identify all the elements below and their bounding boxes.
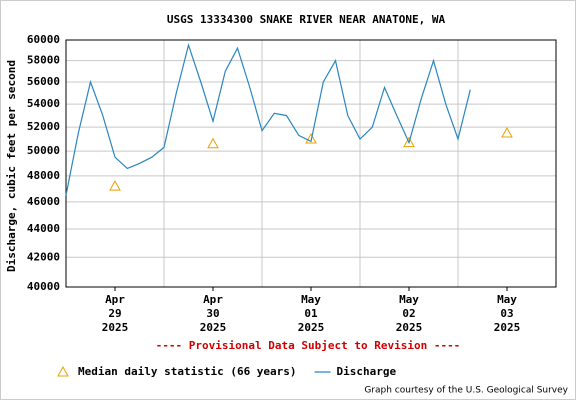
y-tick-label: 42000: [27, 250, 60, 263]
x-tick-label: 03: [500, 307, 513, 320]
legend-item: Median daily statistic (66 years): [57, 365, 297, 378]
x-tick-label: Apr: [105, 293, 125, 306]
y-tick-label: 56000: [27, 75, 60, 88]
x-tick-label: Apr: [203, 293, 223, 306]
median-marker: [109, 180, 121, 191]
legend-label: Median daily statistic (66 years): [78, 365, 297, 378]
y-tick-label: 40000: [27, 280, 60, 293]
y-tick-label: 50000: [27, 144, 60, 157]
x-tick-label: May: [497, 293, 517, 306]
x-tick-label: 2025: [494, 321, 521, 334]
median-marker: [305, 132, 317, 144]
legend-label: Discharge: [337, 365, 397, 378]
legend-item: Discharge: [314, 365, 397, 378]
y-tick-label: 48000: [27, 169, 60, 182]
x-tick-label: 2025: [396, 321, 423, 334]
x-tick-label: May: [301, 293, 321, 306]
plot-area: [66, 40, 556, 287]
credit: Graph courtesy of the U.S. Geological Su…: [364, 386, 568, 396]
y-tick-label: 46000: [27, 195, 60, 208]
x-tick-label: 30: [206, 307, 219, 320]
y-axis-label: Discharge, cubic feet per second: [5, 60, 18, 272]
median-marker: [501, 127, 513, 138]
y-tick-label: 44000: [27, 222, 60, 235]
median-marker: [403, 136, 415, 148]
discharge-line: [65, 42, 471, 196]
x-tick-label: 2025: [298, 321, 325, 334]
chart-title: USGS 13334300 SNAKE RIVER NEAR ANATONE, …: [167, 13, 446, 26]
x-tick-label: 2025: [102, 321, 129, 334]
x-tick-label: 29: [108, 307, 121, 320]
y-tick-label: 52000: [27, 120, 60, 133]
x-tick-label: May: [399, 293, 419, 306]
x-tick-label: 01: [304, 307, 318, 320]
x-tick-label: 02: [402, 307, 415, 320]
legend-symbol: [57, 365, 69, 377]
y-tick-label: 54000: [27, 97, 60, 110]
x-tick-label: 2025: [200, 321, 227, 334]
median-marker: [207, 137, 219, 149]
y-tick-label: 58000: [27, 54, 60, 67]
subtitle: ---- Provisional Data Subject to Revisio…: [156, 339, 461, 352]
y-tick-label: 60000: [27, 33, 60, 46]
